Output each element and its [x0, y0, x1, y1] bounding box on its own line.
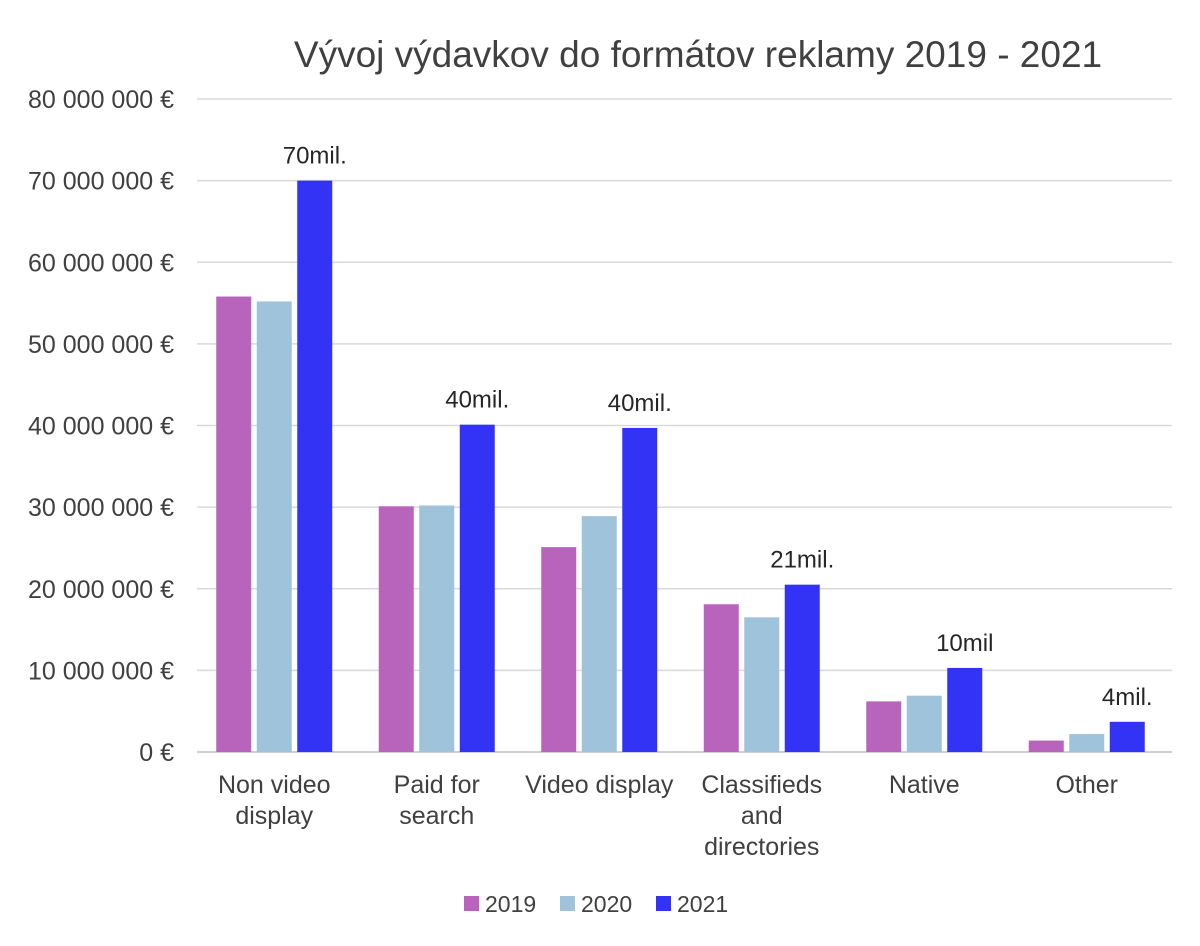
x-tick-label: Video display [525, 771, 674, 799]
bar-2020-4 [906, 695, 942, 752]
data-label: 40mil. [445, 387, 509, 414]
data-labels: 70mil. 40mil. 40mil. 21mil. 10mil 4mil. [283, 143, 1153, 711]
legend: 2019 2020 2021 [464, 891, 728, 917]
y-tick-label: 40 000 000 € [28, 413, 174, 441]
bar-2019-2 [541, 547, 577, 752]
data-label: 10mil [936, 630, 993, 657]
x-tick-label-line: Video display [525, 771, 674, 799]
x-tick-label: Non video display [218, 771, 331, 830]
data-label: 21mil. [770, 547, 834, 574]
x-tick-label: Paid for search [394, 771, 480, 830]
y-tick-label: 10 000 000 € [28, 657, 174, 685]
bar-2021-3 [784, 584, 820, 752]
data-label: 70mil. [283, 143, 347, 170]
x-tick-label-line: Non video [218, 771, 331, 799]
bar-2020-5 [1069, 734, 1105, 752]
bar-2021-5 [1109, 721, 1145, 752]
bar-2021-1 [459, 424, 495, 752]
legend-label: 2019 [485, 891, 536, 917]
legend-swatch-2020 [560, 896, 575, 911]
bar-2019-4 [866, 701, 902, 752]
legend-label: 2021 [677, 891, 728, 917]
bar-2020-1 [419, 505, 455, 752]
x-tick-label: Other [1055, 771, 1118, 799]
bar-2019-5 [1028, 740, 1064, 752]
legend-swatch-2019 [464, 896, 479, 911]
x-tick-label-line: display [235, 802, 313, 830]
gridlines [197, 98, 1172, 753]
bar-2019-0 [216, 296, 252, 752]
data-label: 4mil. [1102, 684, 1153, 711]
y-tick-label: 70 000 000 € [28, 168, 174, 196]
y-tick-label: 20 000 000 € [28, 576, 174, 604]
y-tick-label: 80 000 000 € [28, 86, 174, 114]
x-axis-tick-labels: Non video display Paid for search Video disp… [218, 771, 1118, 861]
x-tick-label-line: directories [704, 833, 819, 861]
bar-2021-0 [297, 180, 333, 752]
bar-2019-1 [378, 506, 414, 752]
data-label: 40mil. [608, 390, 672, 417]
y-tick-label: 50 000 000 € [28, 331, 174, 359]
x-tick-label: Classifieds and directories [701, 771, 822, 861]
x-tick-label: Native [889, 771, 960, 799]
x-tick-label-line: and [741, 802, 783, 830]
y-tick-label: 60 000 000 € [28, 249, 174, 277]
x-tick-label-line: search [399, 802, 474, 830]
x-tick-label-line: Native [889, 771, 960, 799]
bars [216, 180, 1145, 752]
bar-2019-3 [703, 604, 739, 752]
legend-swatch-2021 [656, 896, 671, 911]
y-tick-label: 30 000 000 € [28, 494, 174, 522]
x-tick-label-line: Other [1055, 771, 1118, 799]
bar-2020-2 [581, 516, 617, 752]
bar-2020-0 [256, 301, 292, 752]
y-axis-tick-labels: 0 € 10 000 000 € 20 000 000 € 30 000 000 € 4… [28, 86, 174, 767]
legend-label: 2020 [581, 891, 632, 917]
x-tick-label-line: Classifieds [701, 771, 822, 799]
bar-2021-2 [622, 427, 658, 752]
x-tick-label-line: Paid for [394, 771, 480, 799]
chart-title: Vývoj výdavkov do formátov reklamy 2019 … [294, 34, 1102, 75]
bar-2020-3 [744, 617, 780, 752]
y-tick-label: 0 € [139, 739, 174, 767]
bar-2021-4 [947, 667, 983, 752]
